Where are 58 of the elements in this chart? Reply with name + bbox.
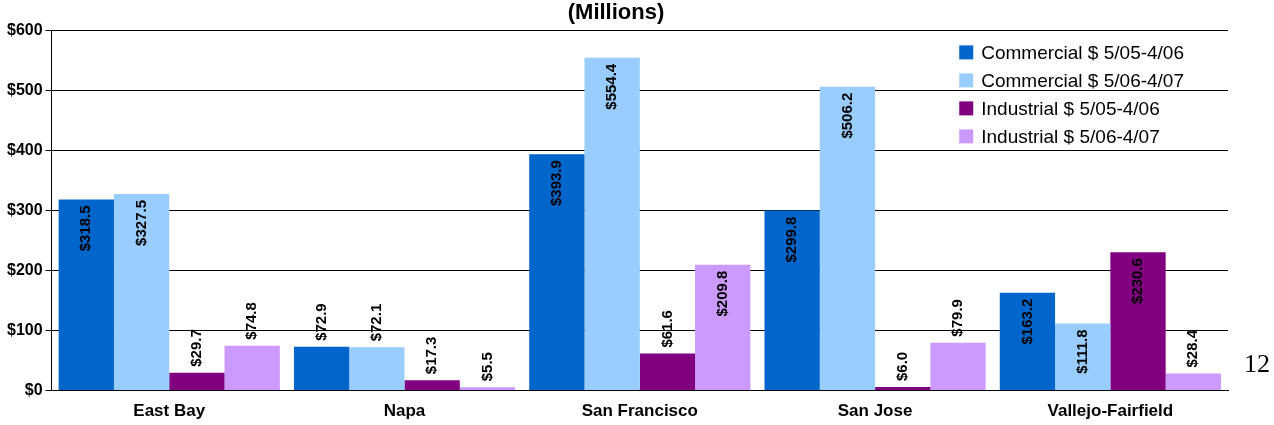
data-label: $209.8 (712, 270, 730, 317)
data-label: $79.9 (948, 299, 966, 337)
bar (113, 193, 170, 391)
bar (999, 292, 1056, 391)
bar (529, 154, 585, 391)
bar (930, 342, 986, 391)
data-label: $74.8 (242, 302, 260, 340)
bar (169, 372, 225, 391)
y-tick-label: $500 (7, 80, 43, 98)
y-tick-label: $300 (7, 200, 43, 218)
legend-label: Commercial $ 5/05-4/06 (981, 41, 1185, 63)
bar (639, 353, 696, 391)
data-label: $299.8 (782, 216, 800, 263)
bar (404, 380, 460, 391)
data-label: $17.3 (422, 336, 440, 375)
chart-title: (Millions) (567, 0, 665, 25)
data-label: $72.9 (311, 303, 329, 341)
bar (764, 210, 820, 391)
data-label: $327.5 (131, 199, 149, 246)
bar (459, 387, 516, 391)
y-tick-label: $600 (7, 20, 43, 38)
data-label: $29.7 (187, 329, 205, 367)
y-tick-label: $200 (7, 260, 43, 278)
data-label: $163.2 (1017, 298, 1035, 345)
y-tick-label: $100 (7, 320, 43, 338)
bar (349, 347, 405, 391)
data-label: $5.5 (477, 352, 495, 382)
y-tick-label: $400 (7, 140, 43, 158)
bar (875, 387, 931, 391)
data-label: $111.8 (1072, 329, 1090, 374)
x-tick-label: San Jose (837, 401, 913, 421)
bar (293, 346, 350, 391)
text: 12 (1244, 349, 1270, 379)
legend-label: Industrial $ 5/06-4/07 (981, 125, 1160, 147)
bar (58, 199, 114, 391)
bar (695, 264, 751, 391)
y-tick-label: $0 (24, 381, 43, 399)
data-label: $318.5 (76, 205, 94, 252)
bar (584, 57, 640, 391)
data-label: $230.6 (1128, 258, 1146, 305)
legend-label: Commercial $ 5/06-4/07 (981, 69, 1185, 91)
x-tick-label: San Francisco (581, 401, 698, 421)
bar (1165, 373, 1221, 391)
x-tick-label: East Bay (133, 401, 206, 421)
data-label: $506.2 (837, 92, 855, 139)
bar (819, 86, 876, 391)
legend-label: Industrial $ 5/05-4/06 (981, 97, 1160, 119)
bar (1055, 323, 1111, 391)
data-label: $554.4 (602, 63, 620, 110)
x-tick-label: Napa (383, 401, 426, 421)
bar (224, 345, 280, 391)
x-tick-label: Vallejo-Fairfield (1047, 401, 1174, 421)
data-label: $61.6 (657, 310, 675, 348)
data-label: $72.1 (367, 303, 385, 342)
data-label: $393.9 (547, 160, 564, 207)
bar (1110, 252, 1166, 391)
data-label: $28.4 (1183, 329, 1201, 368)
data-label: $6.0 (892, 351, 910, 381)
